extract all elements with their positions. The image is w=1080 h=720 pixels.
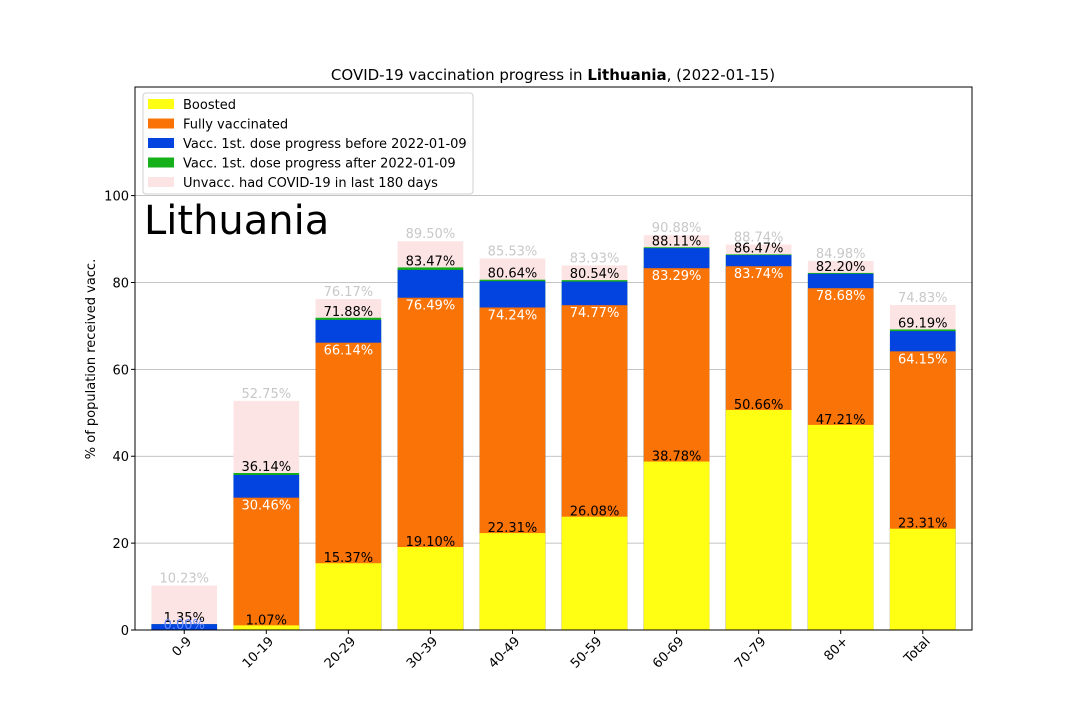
legend-box bbox=[142, 92, 474, 195]
bar-boosted bbox=[889, 528, 956, 630]
legend-entry: Vacc. 1st. dose progress after 2022-01-0… bbox=[183, 157, 456, 172]
data-label-fully: 64.15% bbox=[898, 352, 948, 367]
data-label-boosted: 47.21% bbox=[816, 413, 866, 428]
y-tick-label: 0 bbox=[121, 624, 129, 639]
x-tick-label: 60-69 bbox=[650, 634, 687, 671]
data-label-first-dose: 71.88% bbox=[324, 305, 374, 320]
data-label-first-dose: 69.19% bbox=[898, 316, 948, 331]
bar-boosted bbox=[315, 563, 382, 630]
x-tick-label: 10-19 bbox=[240, 634, 277, 671]
data-label-fully: 30.46% bbox=[242, 499, 292, 514]
bar-boosted bbox=[725, 409, 792, 630]
y-axis-label: % of population received vacc. bbox=[84, 259, 99, 459]
data-label-covid: 83.93% bbox=[570, 251, 620, 266]
legend-swatch bbox=[148, 177, 174, 187]
x-tick-label: 50-59 bbox=[568, 634, 605, 671]
bar-fully-vaccinated bbox=[233, 497, 300, 630]
data-label-fully: 0.00% bbox=[164, 618, 205, 633]
data-label-first-dose: 1.35% bbox=[164, 611, 205, 626]
legend-entry: Vacc. 1st. dose progress before 2022-01-… bbox=[183, 137, 467, 152]
data-label-covid: 10.23% bbox=[159, 572, 209, 587]
data-label-first-dose: 80.64% bbox=[488, 267, 538, 282]
data-label-first-dose: 80.54% bbox=[570, 267, 620, 282]
data-label-boosted: 1.07% bbox=[246, 613, 287, 628]
y-tick-label: 40 bbox=[112, 450, 129, 465]
x-tick-label: 70-79 bbox=[732, 634, 769, 671]
data-label-fully: 78.68% bbox=[816, 289, 866, 304]
data-labels-group: 10.23% 1.35%0.00% 52.75% 36.14% 30.46% 1.07% 7… bbox=[159, 221, 947, 633]
data-label-covid: 76.17% bbox=[324, 285, 374, 300]
data-label-covid: 84.98% bbox=[816, 247, 866, 262]
data-label-covid: 90.88% bbox=[652, 221, 702, 236]
data-label-fully: 83.29% bbox=[652, 269, 702, 284]
x-tick-label: 40-49 bbox=[486, 634, 523, 671]
data-label-first-dose: 86.47% bbox=[734, 241, 784, 256]
bar-boosted bbox=[233, 625, 300, 630]
legend-swatch bbox=[148, 118, 174, 129]
data-label-fully: 76.49% bbox=[406, 299, 456, 314]
legend-swatch bbox=[148, 99, 174, 109]
y-tick-label: 60 bbox=[112, 363, 129, 378]
data-label-fully: 66.14% bbox=[324, 344, 374, 359]
data-label-covid: 85.53% bbox=[488, 244, 538, 259]
data-label-first-dose: 83.47% bbox=[406, 254, 456, 269]
plot-frame bbox=[134, 86, 973, 631]
data-label-covid: 88.74% bbox=[734, 231, 784, 246]
legend: Boosted Fully vaccinated Vacc. 1st. dose p… bbox=[142, 92, 474, 195]
legend-swatch bbox=[148, 157, 174, 168]
data-label-first-dose: 82.20% bbox=[816, 260, 866, 275]
data-label-covid: 52.75% bbox=[242, 387, 292, 402]
chart-title: COVID-19 vaccination progress in Lithuan… bbox=[331, 66, 775, 84]
legend-entry: Fully vaccinated bbox=[183, 118, 288, 133]
bar-boosted bbox=[479, 533, 546, 630]
legend-entry: Boosted bbox=[183, 98, 236, 113]
bar-unvacc-had-covid-19-in-last-180-days bbox=[151, 585, 218, 630]
x-tick-label: 0-9 bbox=[169, 634, 195, 660]
legend-entry: Unvacc. had COVID-19 in last 180 days bbox=[183, 176, 438, 191]
data-label-boosted: 22.31% bbox=[488, 521, 538, 536]
data-label-boosted: 23.31% bbox=[898, 517, 948, 532]
bar-boosted bbox=[397, 547, 464, 630]
country-watermark-label: Lithuania bbox=[144, 198, 330, 244]
data-label-boosted: 26.08% bbox=[570, 505, 620, 520]
bar-boosted bbox=[807, 424, 874, 630]
data-label-first-dose: 88.11% bbox=[652, 234, 702, 249]
data-label-fully: 74.24% bbox=[488, 309, 538, 324]
y-tick-label: 100 bbox=[104, 190, 129, 205]
data-label-boosted: 15.37% bbox=[324, 551, 374, 566]
bar-vacc-1st-dose-progress-before-2022-01-09 bbox=[151, 624, 218, 630]
data-label-boosted: 19.10% bbox=[406, 535, 456, 550]
data-label-boosted: 50.66% bbox=[734, 398, 784, 413]
data-label-fully: 74.77% bbox=[570, 306, 620, 321]
x-tick-label: 20-29 bbox=[322, 634, 359, 671]
x-tick-label: Total bbox=[901, 634, 934, 667]
x-tick-label: 30-39 bbox=[404, 634, 441, 671]
bar-boosted bbox=[643, 461, 710, 630]
data-label-covid: 89.50% bbox=[406, 227, 456, 242]
x-tick-label: 80+ bbox=[822, 634, 852, 664]
legend-swatch bbox=[148, 138, 174, 148]
data-label-fully: 83.74% bbox=[734, 267, 784, 282]
y-tick-label: 20 bbox=[112, 537, 129, 552]
data-label-boosted: 38.78% bbox=[652, 450, 702, 465]
data-label-first-dose: 36.14% bbox=[242, 460, 292, 475]
y-tick-label: 80 bbox=[112, 276, 129, 291]
bar-boosted bbox=[561, 516, 628, 630]
data-label-covid: 74.83% bbox=[898, 291, 948, 306]
bars-group bbox=[151, 235, 956, 631]
